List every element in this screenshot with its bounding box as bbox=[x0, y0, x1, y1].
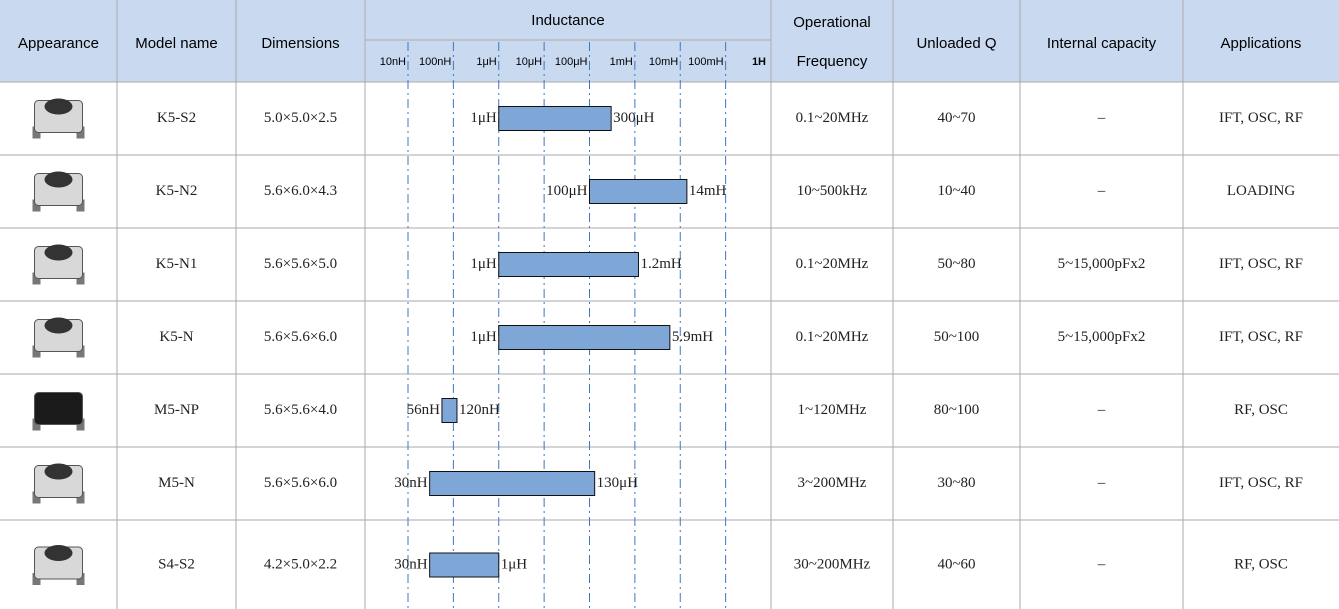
tick-label: 100mH bbox=[688, 56, 724, 68]
product-image bbox=[32, 317, 85, 358]
cell: 10~500kHz bbox=[797, 183, 868, 199]
tick-label: 10mH bbox=[649, 56, 678, 68]
cell: 50~100 bbox=[934, 329, 980, 345]
column-header: Internal capacity bbox=[1047, 35, 1157, 52]
range-max-label: 1μH bbox=[501, 556, 528, 572]
cell: 5.0×5.0×2.5 bbox=[264, 110, 337, 126]
tick-label: 100nH bbox=[419, 56, 451, 68]
range-max-label: 5.9mH bbox=[672, 329, 713, 345]
range-max-label: 1.2mH bbox=[640, 256, 681, 272]
inductance-bar bbox=[429, 471, 596, 496]
column-header: Dimensions bbox=[261, 35, 339, 52]
inductance-bar bbox=[498, 252, 639, 277]
cell: – bbox=[1097, 110, 1106, 126]
cell: K5-N2 bbox=[156, 183, 198, 199]
inductance-bar bbox=[498, 106, 612, 131]
cell: M5-N bbox=[158, 475, 195, 491]
cell: 50~80 bbox=[937, 256, 975, 272]
cell: 5.6×5.6×5.0 bbox=[264, 256, 337, 272]
tick-label: 100μH bbox=[555, 56, 588, 68]
cell: RF, OSC bbox=[1234, 556, 1288, 572]
column-header: Appearance bbox=[18, 35, 99, 52]
inductance-bar bbox=[441, 398, 458, 423]
range-min-label: 1μH bbox=[470, 329, 497, 345]
cell: 80~100 bbox=[934, 402, 980, 418]
component-core bbox=[44, 244, 73, 261]
cell: S4-S2 bbox=[158, 556, 195, 572]
cell: K5-N1 bbox=[156, 256, 198, 272]
cell: 5.6×5.6×6.0 bbox=[264, 329, 337, 345]
product-image bbox=[32, 463, 85, 504]
cell: K5-N bbox=[159, 329, 193, 345]
tick-label: 10μH bbox=[516, 56, 543, 68]
range-max-label: 120nH bbox=[459, 402, 500, 418]
component-core bbox=[44, 98, 73, 115]
column-header: Applications bbox=[1221, 35, 1302, 52]
product-image bbox=[32, 171, 85, 212]
range-min-label: 30nH bbox=[394, 556, 428, 572]
component-core bbox=[44, 545, 73, 561]
cell: 4.2×5.0×2.2 bbox=[264, 556, 337, 572]
cell: 30~200MHz bbox=[794, 556, 871, 572]
cell: K5-S2 bbox=[157, 110, 196, 126]
cell: 0.1~20MHz bbox=[796, 329, 869, 345]
product-image bbox=[32, 244, 85, 285]
range-max-label: 14mH bbox=[689, 183, 727, 199]
inductance-bar bbox=[429, 552, 500, 578]
inductance-bar bbox=[589, 179, 688, 204]
range-min-label: 56nH bbox=[407, 402, 441, 418]
cell: 5~15,000pFx2 bbox=[1058, 329, 1146, 345]
range-max-label: 300μH bbox=[613, 110, 655, 126]
tick-label: 1mH bbox=[610, 56, 633, 68]
cell: 1~120MHz bbox=[798, 402, 867, 418]
range-min-label: 100μH bbox=[546, 183, 588, 199]
cell: 40~60 bbox=[937, 556, 975, 572]
cell: M5-NP bbox=[154, 402, 199, 418]
cell: 0.1~20MHz bbox=[796, 256, 869, 272]
tick-label: 1μH bbox=[476, 56, 496, 68]
range-min-label: 1μH bbox=[470, 256, 497, 272]
component-core bbox=[44, 171, 73, 188]
cell: 10~40 bbox=[937, 183, 975, 199]
cell: IFT, OSC, RF bbox=[1219, 329, 1303, 345]
cell: IFT, OSC, RF bbox=[1219, 256, 1303, 272]
product-image bbox=[32, 98, 85, 139]
range-min-label: 1μH bbox=[470, 110, 497, 126]
inductance-bar bbox=[498, 325, 671, 350]
cell: 3~200MHz bbox=[798, 475, 867, 491]
cell: 5.6×6.0×4.3 bbox=[264, 183, 337, 199]
cell: IFT, OSC, RF bbox=[1219, 475, 1303, 491]
range-min-label: 30nH bbox=[394, 475, 428, 491]
column-header: Frequency bbox=[797, 53, 868, 70]
column-header: Model name bbox=[135, 35, 218, 52]
component-core bbox=[44, 463, 73, 480]
cell: – bbox=[1097, 475, 1106, 491]
cell: IFT, OSC, RF bbox=[1219, 110, 1303, 126]
cell: 30~80 bbox=[937, 475, 975, 491]
cell: – bbox=[1097, 556, 1106, 572]
product-image bbox=[32, 392, 85, 431]
column-header: Operational bbox=[793, 14, 871, 31]
column-header: Inductance bbox=[531, 12, 604, 29]
cell: LOADING bbox=[1227, 183, 1295, 199]
tick-label: 10nH bbox=[380, 56, 406, 68]
cell: 0.1~20MHz bbox=[796, 110, 869, 126]
component-core bbox=[44, 317, 73, 334]
component-body bbox=[34, 392, 83, 425]
column-header: Unloaded Q bbox=[916, 35, 996, 52]
range-max-label: 130μH bbox=[597, 475, 639, 491]
cell: RF, OSC bbox=[1234, 402, 1288, 418]
header-background bbox=[0, 0, 1339, 82]
cell: 5.6×5.6×4.0 bbox=[264, 402, 337, 418]
tick-label: 1H bbox=[752, 56, 766, 68]
cell: 5~15,000pFx2 bbox=[1058, 256, 1146, 272]
cell: – bbox=[1097, 183, 1106, 199]
cell: 5.6×5.6×6.0 bbox=[264, 475, 337, 491]
cell: 40~70 bbox=[937, 110, 975, 126]
product-image bbox=[32, 545, 85, 585]
cell: – bbox=[1097, 402, 1106, 418]
